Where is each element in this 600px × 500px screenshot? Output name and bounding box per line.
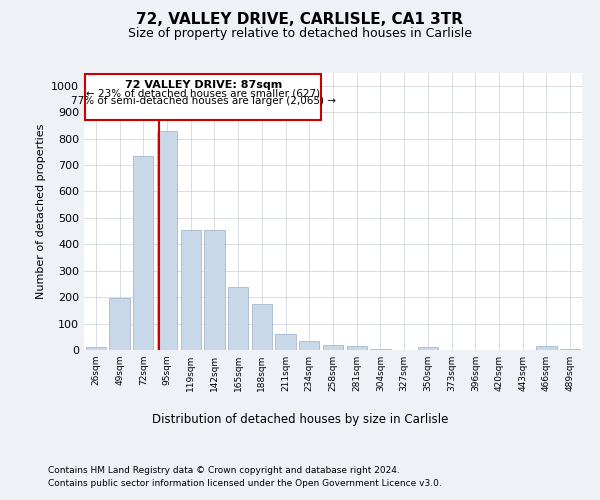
Bar (205, 230, 224, 350)
Bar (86, 348, 106, 350)
Text: ← 23% of detached houses are smaller (627): ← 23% of detached houses are smaller (62… (86, 88, 320, 99)
Text: Contains HM Land Registry data © Crown copyright and database right 2024.: Contains HM Land Registry data © Crown c… (48, 466, 400, 475)
Text: 72, VALLEY DRIVE, CARLISLE, CA1 3TR: 72, VALLEY DRIVE, CARLISLE, CA1 3TR (137, 12, 464, 28)
Text: 72 VALLEY DRIVE: 87sqm: 72 VALLEY DRIVE: 87sqm (125, 80, 282, 90)
Bar (228, 286, 248, 350)
Bar (370, 348, 391, 350)
Bar (109, 298, 130, 350)
Bar (560, 348, 580, 350)
Text: Size of property relative to detached houses in Carlisle: Size of property relative to detached ho… (128, 28, 472, 40)
Bar (323, 344, 343, 350)
Text: 77% of semi-detached houses are larger (2,065) →: 77% of semi-detached houses are larger (… (71, 96, 335, 106)
FancyBboxPatch shape (85, 74, 321, 120)
Y-axis label: Number of detached properties: Number of detached properties (35, 124, 46, 299)
Bar (252, 304, 272, 350)
Bar (133, 156, 154, 350)
Text: Distribution of detached houses by size in Carlisle: Distribution of detached houses by size … (152, 412, 448, 426)
Bar (181, 230, 201, 350)
Bar (418, 348, 438, 350)
Text: Contains public sector information licensed under the Open Government Licence v3: Contains public sector information licen… (48, 479, 442, 488)
Bar (299, 341, 319, 350)
Bar (347, 346, 367, 350)
Bar (157, 130, 177, 350)
Bar (275, 334, 296, 350)
Bar (536, 346, 557, 350)
